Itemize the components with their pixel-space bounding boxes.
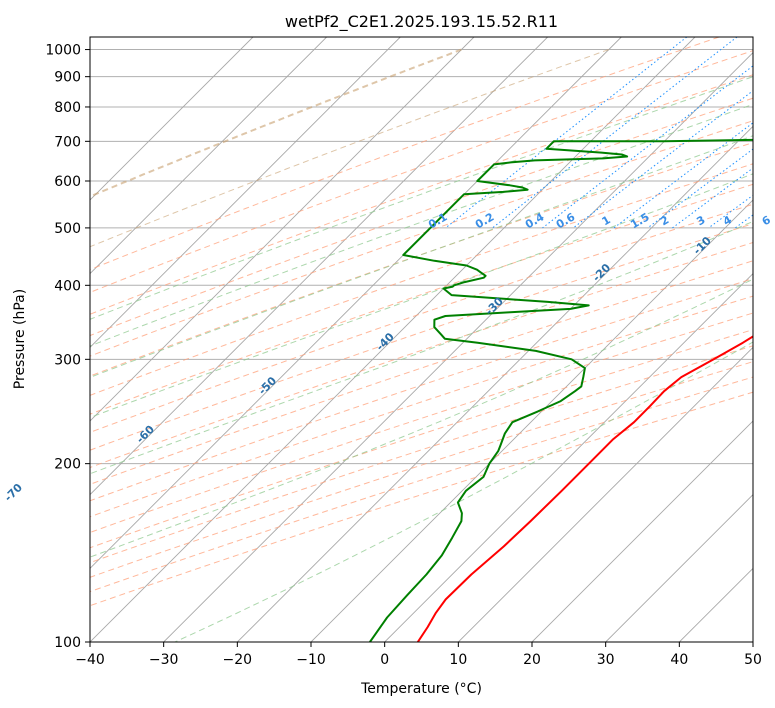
isotherm-line bbox=[90, 37, 548, 496]
data-layer bbox=[369, 138, 753, 642]
x-tick-label: 0 bbox=[380, 652, 389, 668]
dry-adiabat-line bbox=[90, 142, 753, 377]
isotherm-line bbox=[310, 199, 753, 642]
y-tick-label: 800 bbox=[54, 100, 81, 116]
dry-adiabat-line bbox=[90, 183, 753, 415]
x-tick-label: 10 bbox=[449, 652, 467, 668]
isotherm-line bbox=[90, 37, 327, 275]
dewpoint-profile-line bbox=[369, 138, 753, 642]
x-tick-label: 20 bbox=[523, 652, 541, 668]
x-axis: −40 −30 −20 −10 0 10 20 30 40 50 bbox=[75, 642, 762, 668]
isotherm-line bbox=[90, 37, 401, 348]
y-tick-label: 1000 bbox=[45, 43, 81, 59]
dry-adiabat-line bbox=[90, 329, 753, 549]
dry-adiabat-line bbox=[90, 361, 753, 578]
mixing-ratio-line bbox=[542, 65, 753, 229]
moist-adiabat-line bbox=[90, 278, 753, 558]
moist-adiabat-line bbox=[174, 341, 753, 642]
dry-adiabat-line bbox=[90, 97, 753, 337]
x-tick-label: −40 bbox=[75, 652, 105, 668]
plot-frame bbox=[89, 36, 754, 643]
boundary-curve bbox=[90, 49, 609, 248]
moist-adiabat-line bbox=[90, 76, 753, 320]
y-tick-label: 400 bbox=[54, 278, 81, 294]
y-tick-label: 600 bbox=[54, 174, 81, 190]
isotherm-line bbox=[90, 37, 622, 569]
isotherm-line bbox=[458, 346, 753, 642]
isotherm-line bbox=[90, 37, 696, 642]
y-tick-label: 300 bbox=[54, 352, 81, 368]
y-axis: 100 200 300 400 500 600 700 800 900 1000 bbox=[45, 43, 90, 651]
x-axis-label: Temperature (°C) bbox=[360, 681, 482, 697]
y-tick-label: 200 bbox=[54, 457, 81, 473]
temperature-profile-line bbox=[416, 335, 753, 642]
x-tick-label: −30 bbox=[149, 652, 179, 668]
isotherm-line bbox=[531, 420, 753, 642]
mixing-ratio-line bbox=[445, 37, 688, 229]
plot-area bbox=[90, 37, 753, 642]
isotherm-label: -70 bbox=[2, 481, 25, 504]
y-tick-label: 900 bbox=[54, 70, 81, 86]
dry-adiabat-line bbox=[90, 50, 753, 293]
x-tick-label: 30 bbox=[597, 652, 615, 668]
moist-adiabat-line bbox=[90, 173, 753, 419]
x-tick-label: −10 bbox=[296, 652, 326, 668]
grid-layer bbox=[90, 37, 753, 642]
x-tick-label: −20 bbox=[223, 652, 253, 668]
mixing-ratio-label: 6 bbox=[760, 213, 773, 228]
isotherm-line bbox=[752, 641, 753, 642]
isotherm-line bbox=[90, 37, 254, 201]
chart-title: wetPf2_C2E1.2025.193.15.52.R11 bbox=[285, 12, 558, 32]
dry-adiabat-line bbox=[90, 345, 753, 564]
isotherm-line bbox=[163, 52, 753, 642]
y-tick-label: 700 bbox=[54, 134, 81, 150]
y-axis-label: Pressure (hPa) bbox=[12, 289, 28, 389]
isotherm-line bbox=[384, 273, 753, 642]
isotherm-line bbox=[237, 125, 753, 642]
dry-adiabat-line bbox=[90, 37, 720, 271]
dry-adiabat-line bbox=[90, 120, 753, 357]
y-tick-label: 500 bbox=[54, 221, 81, 237]
mixing-ratio-line bbox=[613, 122, 753, 229]
x-tick-label: 40 bbox=[670, 652, 688, 668]
isotherm-line bbox=[605, 494, 753, 642]
y-tick-label: 100 bbox=[54, 635, 81, 651]
mixing-ratio-line bbox=[672, 167, 753, 229]
isotherm-line bbox=[90, 37, 475, 422]
dry-adiabat-line bbox=[90, 163, 753, 396]
x-tick-label: 50 bbox=[744, 652, 762, 668]
